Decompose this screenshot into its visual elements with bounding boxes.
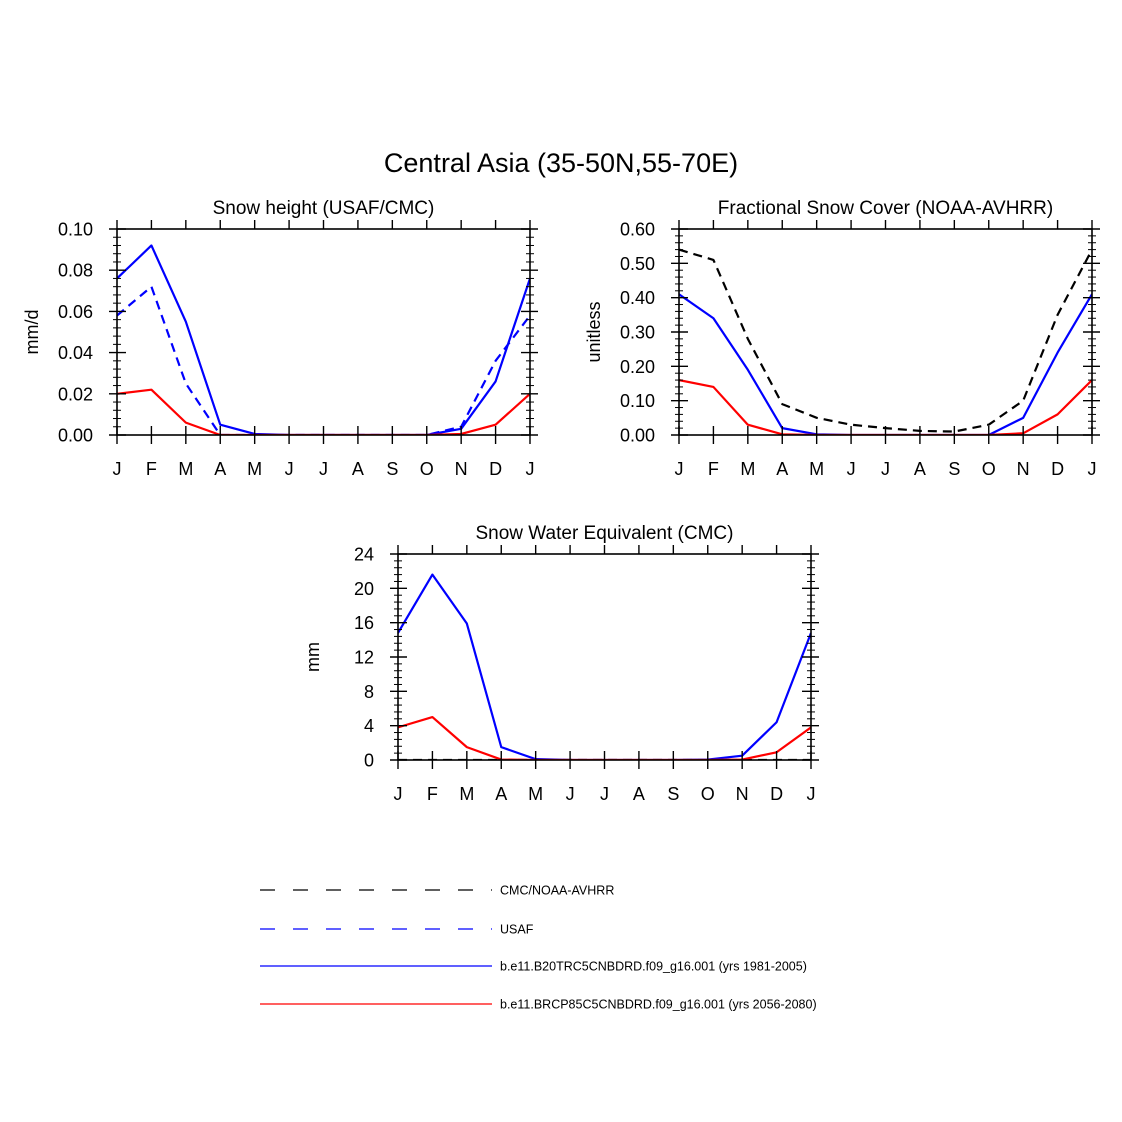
legend-item-4: b.e11.BRCP85C5CNBDRD.f09_g16.001 (yrs 20… [260, 998, 817, 1012]
panel-2-y-tick-label: 0.60 [620, 220, 655, 240]
panel-1-x-tick-label: F [146, 459, 157, 479]
panel-1-series-20thc-line [117, 244, 530, 435]
panel-3-x-tick-label: M [459, 784, 474, 804]
panel-3-x-tick-label: A [495, 784, 507, 804]
panel-3-x-tick-label: O [701, 784, 715, 804]
panel-2-x-tick-label: J [847, 459, 856, 479]
panel-1-x-tick-label: J [319, 459, 328, 479]
panel-2-y-tick-label: 0.10 [620, 391, 655, 411]
panel-2: J F M A M J J A S O N D J 0.00 0.10 0.20 0.30 0.40 0.50 0.6… [584, 198, 1100, 479]
panel-3-x-tick-label: J [600, 784, 609, 804]
panel-1-x-tick-label: M [247, 459, 262, 479]
legend-label: USAF [500, 923, 534, 937]
panel-1-x-tick-label: M [178, 459, 193, 479]
panel-2-y-axis-label: unitless [584, 301, 604, 362]
panel-3-x-tick-label: N [736, 784, 749, 804]
panel-2-y-tick-label: 0.30 [620, 323, 655, 343]
panel-3-y-tick-label: 8 [364, 682, 374, 702]
panel-2-y-axis: 0.00 0.10 0.20 0.30 0.40 0.50 0.60 [620, 220, 1100, 446]
panel-2-series-20thc-line [679, 293, 1092, 435]
legend-item-1: CMC/NOAA-AVHRR [260, 884, 614, 898]
panel-1-y-tick-label: 0.02 [58, 384, 93, 404]
legend: CMC/NOAA-AVHRR USAF b.e11.B20TRC5CNBDRD.f0… [260, 884, 817, 1012]
panel-3-series-20thc-line [398, 573, 811, 760]
panel-2-x-tick-label: J [1088, 459, 1097, 479]
panel-3-x-tick-label: M [528, 784, 543, 804]
panel-1-x-tick-label: J [285, 459, 294, 479]
panel-3-y-tick-label: 4 [364, 716, 374, 736]
panel-1-series [117, 244, 530, 435]
legend-label: CMC/NOAA-AVHRR [500, 884, 614, 898]
panel-3-title: Snow Water Equivalent (CMC) [476, 523, 734, 544]
panel-2-title: Fractional Snow Cover (NOAA-AVHRR) [718, 198, 1053, 219]
legend-item-2: USAF [260, 923, 534, 937]
panel-2-y-tick-label: 0.00 [620, 426, 655, 446]
panels: J F M A M J J A S O N D J 0.00 0.02 0.04 0.06 0.08 0.10 Sno… [22, 198, 1100, 804]
panel-3-x-tick-label: D [770, 784, 783, 804]
panel-2-x-tick-label: O [982, 459, 996, 479]
panel-1-x-tick-label: D [489, 459, 502, 479]
figure-title: Central Asia (35-50N,55-70E) [384, 148, 738, 178]
panel-3-x-tick-label: J [394, 784, 403, 804]
panel-2-y-tick-label: 0.40 [620, 288, 655, 308]
legend-label: b.e11.BRCP85C5CNBDRD.f09_g16.001 (yrs 20… [500, 998, 817, 1012]
panel-2-x-tick-label: F [708, 459, 719, 479]
panel-1-y-tick-label: 0.04 [58, 343, 93, 363]
legend-label: b.e11.B20TRC5CNBDRD.f09_g16.001 (yrs 198… [500, 960, 807, 974]
panel-2-x-tick-label: D [1051, 459, 1064, 479]
panel-3-series [398, 573, 811, 760]
panel-1-x-tick-label: J [113, 459, 122, 479]
panel-1: J F M A M J J A S O N D J 0.00 0.02 0.04 0.06 0.08 0.10 Sno… [22, 198, 538, 479]
panel-3-y-tick-label: 16 [354, 613, 374, 633]
panel-3-y-axis: 0 4 8 12 16 20 24 [354, 545, 819, 771]
panel-1-x-tick-label: S [386, 459, 398, 479]
panel-1-x-tick-label: O [420, 459, 434, 479]
panel-1-x-tick-label: A [352, 459, 364, 479]
panel-3-y-axis-label: mm [303, 642, 323, 672]
panel-2-x-tick-label: S [948, 459, 960, 479]
panel-2-x-tick-label: J [675, 459, 684, 479]
panel-2-y-tick-label: 0.20 [620, 357, 655, 377]
panel-3-y-tick-label: 20 [354, 579, 374, 599]
panel-1-x-tick-label: N [455, 459, 468, 479]
panel-2-x-tick-label: J [881, 459, 890, 479]
panel-3-x-tick-label: F [427, 784, 438, 804]
panel-1-frame [116, 228, 531, 436]
panel-2-x-tick-label: N [1017, 459, 1030, 479]
panel-1-y-tick-label: 0.00 [58, 426, 93, 446]
panel-2-x-tick-label: A [776, 459, 788, 479]
panel-2-x-tick-label: A [914, 459, 926, 479]
panel-2-x-tick-label: M [809, 459, 824, 479]
panel-1-title: Snow height (USAF/CMC) [213, 198, 435, 219]
panel-1-x-tick-label: A [214, 459, 226, 479]
panel-2-y-tick-label: 0.50 [620, 254, 655, 274]
panel-3-y-tick-label: 24 [354, 545, 374, 565]
legend-item-3: b.e11.B20TRC5CNBDRD.f09_g16.001 (yrs 198… [260, 960, 807, 974]
panel-1-x-tick-label: J [526, 459, 535, 479]
panel-3-frame [397, 553, 812, 761]
panel-2-series [679, 248, 1092, 435]
panel-1-y-axis-label: mm/d [22, 310, 42, 355]
panel-3-x-tick-label: J [566, 784, 575, 804]
panel-3-x-tick-label: A [633, 784, 645, 804]
panel-3-x-tick-label: S [667, 784, 679, 804]
panel-2-x-tick-label: M [740, 459, 755, 479]
panel-3-y-tick-label: 12 [354, 648, 374, 668]
panel-1-y-tick-label: 0.10 [58, 220, 93, 240]
panel-3-x-tick-label: J [807, 784, 816, 804]
panel-1-y-tick-label: 0.06 [58, 302, 93, 322]
panel-1-y-tick-label: 0.08 [58, 261, 93, 281]
panel-3-y-tick-label: 0 [364, 751, 374, 771]
panel-1-y-axis: 0.00 0.02 0.04 0.06 0.08 0.10 [58, 220, 538, 446]
